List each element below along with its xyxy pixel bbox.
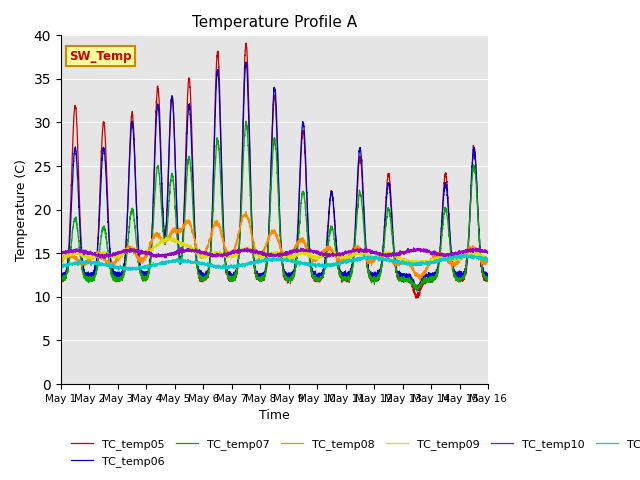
TC_temp06 [57,275,65,280]
Legend: TC_temp05, TC_temp06, TC_temp07, TC_temp08, TC_temp09, TC_temp10, TC_temp11: TC_temp05, TC_temp06, TC_temp07, TC_temp… [67,435,640,471]
TC_temp09 [57,256,65,262]
TC_temp06 [243,59,250,65]
TC_temp08 [239,213,247,219]
TC_temp10 [430,248,438,254]
TC_temp09 [106,252,113,258]
TC_temp11 [430,261,438,266]
TC_temp08 [57,257,65,263]
X-axis label: Time: Time [259,409,290,422]
TC_temp08 [106,259,113,265]
TC_temp08 [476,254,484,260]
TC_temp10 [106,251,114,257]
TC_temp05 [412,295,420,301]
TC_temp09 [239,246,247,252]
TC_temp07 [239,158,247,164]
TC_temp06 [484,274,492,279]
TC_temp06 [106,246,113,252]
TC_temp05 [131,162,139,168]
TC_temp09 [430,257,438,263]
TC_temp08 [430,253,438,259]
TC_temp07 [131,225,139,231]
TC_temp05 [239,108,247,113]
TC_temp06 [221,250,228,255]
TC_temp09 [131,246,139,252]
Line: TC_temp09: TC_temp09 [61,238,488,264]
TC_temp10 [101,255,109,261]
TC_temp08 [131,249,139,255]
TC_temp11 [458,252,465,257]
TC_temp11 [57,263,65,269]
TC_temp10 [131,249,139,254]
Title: Temperature Profile A: Temperature Profile A [192,15,357,30]
TC_temp05 [243,40,250,46]
TC_temp09 [164,235,172,240]
TC_temp06 [413,288,420,294]
TC_temp07 [106,262,113,268]
TC_temp09 [476,253,484,259]
TC_temp11 [239,261,247,267]
TC_temp05 [430,274,438,280]
Line: TC_temp05: TC_temp05 [61,43,488,298]
Line: TC_temp06: TC_temp06 [61,62,488,291]
TC_temp06 [131,164,139,170]
TC_temp10 [57,251,65,256]
TC_temp06 [430,272,438,278]
Text: SW_Temp: SW_Temp [70,50,132,63]
TC_temp06 [476,247,484,252]
TC_temp07 [57,278,65,284]
TC_temp11 [476,255,484,261]
TC_temp09 [221,252,228,258]
TC_temp05 [476,250,484,255]
Y-axis label: Temperature (C): Temperature (C) [15,159,28,261]
TC_temp11 [221,265,228,271]
TC_temp08 [221,243,228,249]
TC_temp08 [243,209,250,215]
TC_temp05 [106,242,113,248]
Line: TC_temp07: TC_temp07 [61,121,488,290]
TC_temp09 [425,262,433,267]
TC_temp10 [177,245,185,251]
TC_temp11 [120,267,127,273]
TC_temp05 [57,276,65,282]
Line: TC_temp08: TC_temp08 [61,212,488,280]
TC_temp06 [239,116,247,122]
TC_temp07 [242,118,250,124]
TC_temp10 [240,247,248,252]
Line: TC_temp11: TC_temp11 [61,254,488,270]
Line: TC_temp10: TC_temp10 [61,248,488,258]
TC_temp11 [131,265,139,271]
TC_temp10 [476,248,484,253]
TC_temp10 [484,249,492,254]
TC_temp05 [484,276,492,282]
TC_temp08 [416,277,424,283]
TC_temp07 [476,247,484,252]
TC_temp08 [484,259,492,264]
TC_temp09 [484,257,492,263]
TC_temp07 [430,274,438,279]
TC_temp10 [221,252,229,258]
TC_temp05 [221,253,228,259]
TC_temp07 [221,253,228,259]
TC_temp07 [413,288,420,293]
TC_temp11 [484,258,492,264]
TC_temp07 [484,276,492,281]
TC_temp11 [106,262,113,268]
